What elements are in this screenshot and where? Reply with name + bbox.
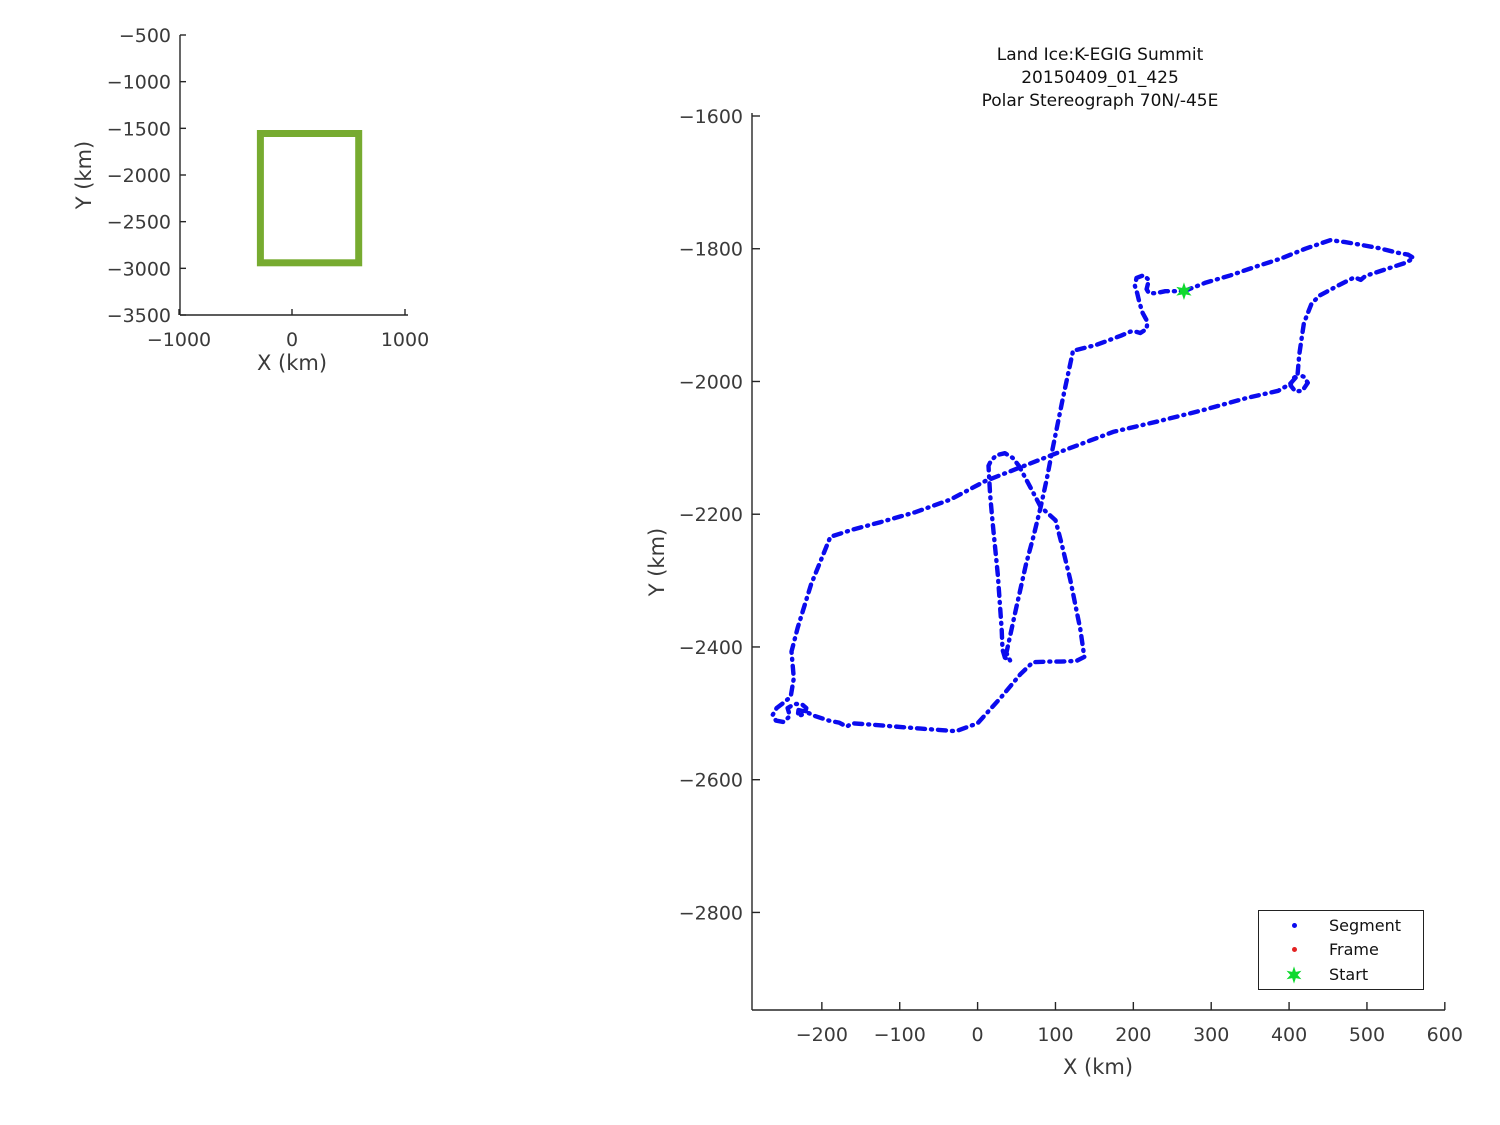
main-y-axis-label: Y (km) <box>645 528 669 598</box>
overview-y-tick-label: −1000 <box>107 72 171 94</box>
overview-y-axis-label: Y (km) <box>72 141 96 211</box>
main-x-tick-label: −100 <box>874 1024 926 1046</box>
title-line-3: Polar Stereograph 70N/-45E <box>981 91 1219 111</box>
flight-track-plot: −200 −100 0 100 200 300 400 500 600 −1600 −1800 −20… <box>645 106 1463 1079</box>
title-line-2: 20150409_01_425 <box>1021 68 1179 88</box>
legend-label-start: Start <box>1329 965 1369 985</box>
overview-x-tick-label: 0 <box>286 329 298 351</box>
overview-y-tick-label: −2000 <box>107 165 171 187</box>
title-line-1: Land Ice:K-EGIG Summit <box>996 45 1204 65</box>
start-marker <box>1176 282 1192 301</box>
flight-extent-rect <box>256 130 363 267</box>
segment-track-line <box>770 237 1416 734</box>
main-x-tick-label: 500 <box>1349 1024 1385 1046</box>
main-x-tick-label: −200 <box>796 1024 848 1046</box>
overview-y-tick-label: −500 <box>119 25 171 47</box>
main-x-tick-label: 600 <box>1427 1024 1463 1046</box>
main-x-tick-label: 300 <box>1193 1024 1229 1046</box>
legend-label-frame: Frame <box>1329 940 1379 960</box>
main-y-tick-label: −2600 <box>679 770 743 792</box>
main-x-tick-label: 100 <box>1037 1024 1073 1046</box>
main-y-tick-label: −2200 <box>679 504 743 526</box>
main-x-tick-label: 400 <box>1271 1024 1307 1046</box>
frame-dot-icon <box>1291 947 1297 953</box>
overview-plot: −1000 0 1000 −500 −1000 −1500 −2000 −2500 −3000 −… <box>72 25 429 375</box>
legend-item-frame: Frame <box>1259 938 1423 962</box>
legend-item-start: Start <box>1259 963 1423 987</box>
main-y-tick-label: −2400 <box>679 637 743 659</box>
segment-dot-icon <box>1291 922 1297 928</box>
overview-y-tick-label: −2500 <box>107 212 171 234</box>
main-x-axis-label: X (km) <box>1063 1055 1133 1079</box>
overview-ticks: −1000 0 1000 −500 −1000 −1500 −2000 −2500 −3000 −… <box>107 25 429 351</box>
main-x-tick-label: 0 <box>972 1024 984 1046</box>
overview-y-tick-label: −1500 <box>107 118 171 140</box>
main-ticks: −200 −100 0 100 200 300 400 500 600 −1600 −1800 −20… <box>679 106 1463 1046</box>
main-x-tick-label: 200 <box>1115 1024 1151 1046</box>
overview-y-tick-label: −3500 <box>107 305 171 327</box>
legend: Segment Frame Start <box>1258 910 1424 990</box>
overview-y-tick-label: −3000 <box>107 258 171 280</box>
plot-title: Land Ice:K-EGIG Summit 20150409_01_425 P… <box>760 44 1440 113</box>
main-y-tick-label: −1800 <box>679 239 743 261</box>
overview-x-axis-label: X (km) <box>257 351 327 375</box>
main-y-tick-label: −2000 <box>679 371 743 393</box>
main-y-tick-label: −2800 <box>679 902 743 924</box>
start-hexagram-icon <box>1286 966 1302 984</box>
legend-label-segment: Segment <box>1329 915 1401 935</box>
overview-x-tick-label: 1000 <box>381 329 429 351</box>
overview-x-tick-label: −1000 <box>147 329 211 351</box>
main-y-tick-label: −1600 <box>679 106 743 128</box>
legend-item-segment: Segment <box>1259 913 1423 937</box>
